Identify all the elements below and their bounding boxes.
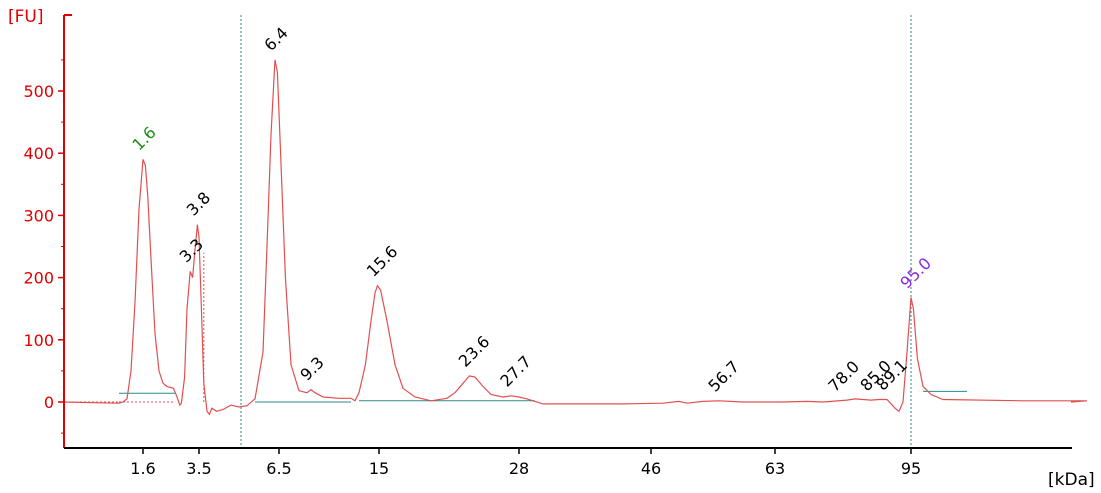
peak-label: 9.3 — [296, 353, 327, 384]
x-tick-label: 95 — [901, 459, 921, 478]
peak-label: 27.7 — [496, 352, 535, 391]
y-tick-label: 200 — [23, 269, 54, 288]
x-tick-label: 46 — [641, 459, 661, 478]
x-tick-label: 15 — [369, 459, 389, 478]
peak-label: 6.4 — [260, 23, 291, 54]
peak-labels: 1.63.33.86.49.315.623.627.7 56.7 78.085.08… — [128, 23, 935, 395]
peak-label: 23.6 — [455, 332, 494, 371]
y-tick-label: 300 — [23, 206, 54, 225]
baseline-layer — [64, 390, 967, 403]
x-tick-label: 63 — [765, 459, 785, 478]
y-tick-label: 400 — [23, 144, 54, 163]
y-tick-label: 500 — [23, 82, 54, 101]
y-tick-label: 0 — [44, 393, 54, 412]
trace-layer — [62, 59, 1088, 416]
peak-label: 78.0 — [824, 357, 863, 396]
y-axis-label: [FU] — [8, 7, 44, 27]
x-tick-label: 28 — [509, 459, 529, 478]
x-tick-label: 3.5 — [186, 459, 211, 478]
peak-label: 3.8 — [183, 188, 214, 219]
y-axis-ticks: 0 100 200 300 400 500 — [23, 59, 64, 434]
peak-label: 56.7 — [704, 357, 743, 396]
trace-line — [62, 59, 1088, 416]
axes — [63, 14, 1072, 449]
x-tick-label: 1.6 — [130, 459, 155, 478]
x-tick-label: 6.5 — [266, 459, 291, 478]
x-axis-label: [kDa] — [1048, 470, 1095, 490]
peak-label: 3.3 — [176, 235, 207, 266]
peak-label: 1.6 — [128, 123, 159, 154]
x-axis-ticks: 1.6 3.5 6.5 15 28 46 63 95 — [130, 448, 921, 478]
y-tick-label: 100 — [23, 331, 54, 350]
peak-label: 15.6 — [363, 242, 402, 281]
peak-label: 95.0 — [896, 254, 935, 293]
